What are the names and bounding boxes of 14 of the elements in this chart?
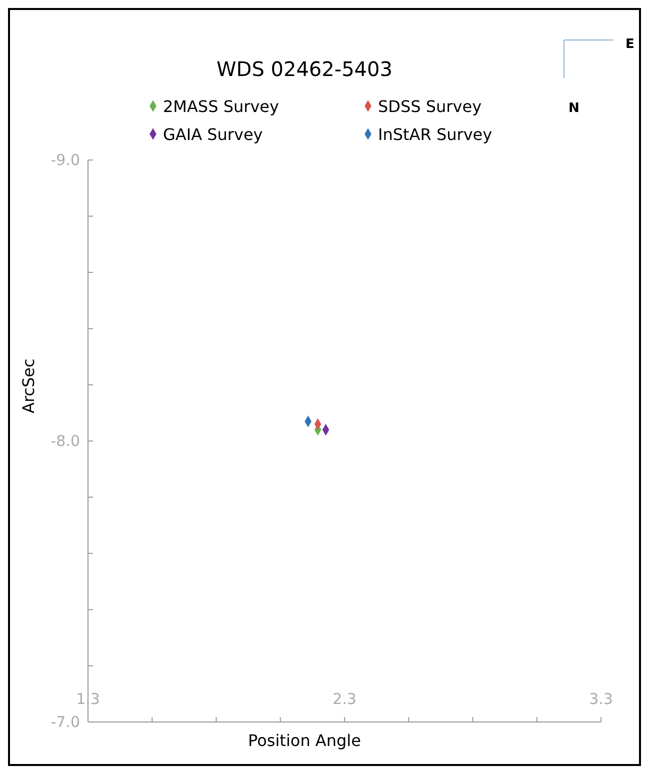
text: N	[568, 101, 580, 116]
y-axis-title: ArcSec	[19, 358, 38, 414]
x-tick-label: 2.3	[332, 690, 356, 708]
text: E	[626, 37, 634, 52]
y-tick-label: -8.0	[50, 432, 80, 450]
legend-label: SDSS Survey	[378, 97, 482, 116]
y-tick-label: -7.0	[50, 713, 80, 731]
y-tick-label: -9.0	[50, 151, 80, 169]
legend-label: 2MASS Survey	[163, 97, 279, 116]
legend-label: GAIA Survey	[163, 125, 263, 144]
legend-label: InStAR Survey	[378, 125, 492, 144]
x-axis-title: Position Angle	[248, 731, 361, 750]
x-tick-label: 3.3	[589, 690, 613, 708]
chart-title: WDS 02462-5403	[216, 57, 392, 81]
